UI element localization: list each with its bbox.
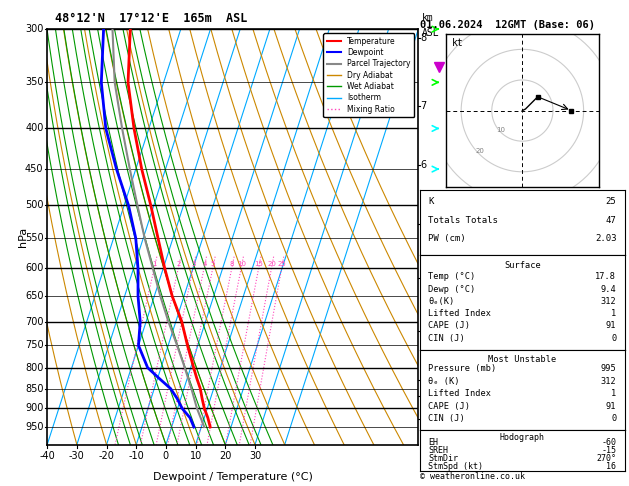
Text: 5: 5 [420,219,426,229]
Text: -30: -30 [69,451,85,461]
Text: 1: 1 [420,414,426,424]
Text: 17.8: 17.8 [596,272,616,281]
Text: 300: 300 [25,24,43,34]
Text: 8: 8 [230,260,235,267]
Text: Lifted Index: Lifted Index [428,389,491,399]
Text: 550: 550 [25,233,43,243]
Text: 270°: 270° [596,453,616,463]
Text: Hodograph: Hodograph [500,433,545,442]
Text: 850: 850 [25,383,43,394]
Text: 0: 0 [163,451,169,461]
Text: Temp (°C): Temp (°C) [428,272,476,281]
Text: -20: -20 [99,451,114,461]
Text: 91: 91 [606,322,616,330]
Text: 3: 3 [420,326,426,336]
Text: 4: 4 [202,260,206,267]
Text: 2: 2 [420,375,426,384]
Text: -10: -10 [128,451,144,461]
Text: StmSpd (kt): StmSpd (kt) [428,462,483,471]
Text: Pressure (mb): Pressure (mb) [428,364,497,373]
Text: 6: 6 [420,160,426,170]
Text: 10: 10 [189,451,202,461]
Text: 2: 2 [176,260,181,267]
Text: 5: 5 [211,260,215,267]
Text: StmDir: StmDir [428,453,459,463]
Text: K: K [428,197,434,207]
Text: 600: 600 [25,263,43,274]
Text: 3: 3 [191,260,196,267]
Text: 500: 500 [25,200,43,210]
Text: 450: 450 [25,164,43,174]
Text: CIN (J): CIN (J) [428,334,465,343]
Text: 995: 995 [601,364,616,373]
Text: 8: 8 [420,33,426,43]
Text: CAPE (J): CAPE (J) [428,322,470,330]
Text: 350: 350 [25,77,43,87]
Text: -60: -60 [601,437,616,447]
Text: 4: 4 [420,273,426,283]
Text: km: km [422,13,434,23]
Text: Mixing Ratio (g/kg): Mixing Ratio (g/kg) [443,191,453,283]
Text: 9.4: 9.4 [601,284,616,294]
Text: 25: 25 [606,197,616,207]
Text: 900: 900 [25,403,43,413]
Text: 312: 312 [601,377,616,386]
Text: © weatheronline.co.uk: © weatheronline.co.uk [420,472,525,481]
Text: 1: 1 [611,309,616,318]
Text: 16: 16 [606,462,616,471]
Text: 0: 0 [611,334,616,343]
Text: 47: 47 [606,216,616,225]
Text: 1: 1 [611,389,616,399]
Text: 25: 25 [277,260,286,267]
Legend: Temperature, Dewpoint, Parcel Trajectory, Dry Adiabat, Wet Adiabat, Isotherm, Mi: Temperature, Dewpoint, Parcel Trajectory… [323,33,415,117]
Text: -15: -15 [601,446,616,454]
Text: Totals Totals: Totals Totals [428,216,498,225]
Text: Dewp (°C): Dewp (°C) [428,284,476,294]
Text: 20: 20 [267,260,276,267]
Text: Surface: Surface [504,261,541,270]
Text: 650: 650 [25,291,43,301]
Text: 20: 20 [219,451,231,461]
Text: 48°12'N  17°12'E  165m  ASL: 48°12'N 17°12'E 165m ASL [55,12,247,25]
Text: PW (cm): PW (cm) [428,234,466,243]
Text: EH: EH [428,437,438,447]
Text: Most Unstable: Most Unstable [488,355,557,364]
Text: 1: 1 [152,260,157,267]
Text: ASL: ASL [422,28,440,38]
Text: 750: 750 [25,340,43,350]
Text: 01.06.2024  12GMT (Base: 06): 01.06.2024 12GMT (Base: 06) [420,20,595,31]
Text: LCL: LCL [420,391,435,400]
Text: kt: kt [452,38,464,48]
Text: 10: 10 [496,127,506,133]
Text: 700: 700 [25,316,43,327]
Text: 950: 950 [25,422,43,432]
Text: hPa: hPa [18,227,28,247]
Text: -40: -40 [39,451,55,461]
Text: 10: 10 [237,260,246,267]
Text: Lifted Index: Lifted Index [428,309,491,318]
Text: 91: 91 [606,402,616,411]
Text: 2.03: 2.03 [595,234,616,243]
Text: 400: 400 [25,123,43,134]
Text: θₑ(K): θₑ(K) [428,297,455,306]
Text: 7: 7 [420,101,426,111]
Text: CAPE (J): CAPE (J) [428,402,470,411]
Text: 312: 312 [601,297,616,306]
Text: 15: 15 [255,260,264,267]
Text: 0: 0 [611,415,616,423]
Text: 800: 800 [25,363,43,373]
Text: 30: 30 [249,451,261,461]
Text: SREH: SREH [428,446,448,454]
Text: 20: 20 [475,148,484,155]
Text: CIN (J): CIN (J) [428,415,465,423]
Text: Dewpoint / Temperature (°C): Dewpoint / Temperature (°C) [153,472,313,482]
Text: θₑ (K): θₑ (K) [428,377,460,386]
